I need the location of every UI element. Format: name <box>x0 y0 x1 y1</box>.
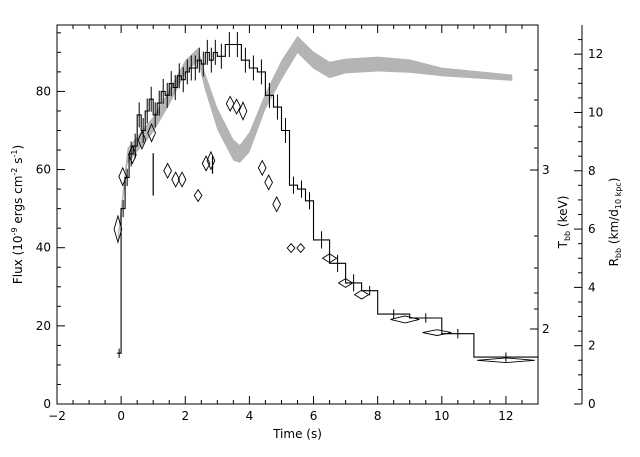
radius-point <box>137 130 147 151</box>
radius-point <box>353 289 370 300</box>
y-axis-title-temperature: Tbb (keV) <box>556 196 572 250</box>
y-axis-title-flux: Flux (10-9 ergs cm-2 s-1) <box>10 145 25 284</box>
x-tick-label: 12 <box>498 409 513 423</box>
radius-tick-label: 12 <box>588 47 603 61</box>
flux-label-exp2: -2 <box>10 168 19 176</box>
radius-tick-label: 10 <box>588 105 603 119</box>
flux-label-exp: -9 <box>10 227 19 235</box>
radius-label-sub: bb <box>614 248 623 258</box>
radius-point <box>171 171 181 188</box>
flux-label-main: Flux (10 <box>11 235 25 284</box>
flux-label-end: ) <box>11 145 25 150</box>
temperature-band <box>117 35 513 246</box>
radius-label-end: ) <box>607 178 621 183</box>
radius-point <box>163 162 172 180</box>
temp-tick-label: 3 <box>542 163 550 177</box>
radius-point <box>321 253 338 264</box>
radius-point <box>177 171 187 188</box>
flux-tick-label: 80 <box>36 84 51 98</box>
flux-label-mid: ergs cm <box>11 176 25 228</box>
radius-points-layer <box>113 95 535 364</box>
temp-label-end: (keV) <box>556 196 570 231</box>
flux-label-exp3: -1 <box>10 150 19 158</box>
radius-point <box>422 329 452 336</box>
radius-point <box>296 242 306 254</box>
x-tick-label: 2 <box>181 409 189 423</box>
radius-label-main: R <box>607 258 621 266</box>
flux-label-mid2: s <box>11 158 25 168</box>
radius-point <box>257 159 267 177</box>
radius-label-mid: (km/d <box>607 209 621 248</box>
temp-tick-label: 2 <box>542 322 550 336</box>
radius-point <box>118 166 128 187</box>
radius-point <box>147 123 156 143</box>
radius-point <box>193 188 203 203</box>
radius-point <box>113 214 123 244</box>
x-tick-label: 6 <box>310 409 318 423</box>
flux-step-line <box>117 43 538 358</box>
radius-point <box>272 196 282 213</box>
radius-tick-label: 6 <box>588 222 596 236</box>
y-axis-title-radius: Rbb (km/d10 kpc) <box>607 178 623 267</box>
temp-label-sub: bb <box>563 231 572 241</box>
radius-label-sub2: 10 kpc <box>614 182 623 209</box>
radius-point <box>232 98 241 115</box>
radius-tick-label: 4 <box>588 280 596 294</box>
flux-tick-label: 40 <box>36 241 51 255</box>
radius-point <box>201 155 211 172</box>
plot-frame <box>56 24 539 405</box>
x-tick-label: 4 <box>246 409 254 423</box>
flux-step-layer <box>117 32 538 362</box>
temperature-band-layer <box>117 35 513 246</box>
x-tick-label: 8 <box>374 409 382 423</box>
radius-point <box>286 242 296 254</box>
radius-tick-label: 2 <box>588 339 596 353</box>
radius-point <box>225 95 235 112</box>
radius-tick-label: 0 <box>588 397 596 411</box>
temp-label-main: T <box>556 240 570 249</box>
x-tick-label: −2 <box>48 409 66 423</box>
flux-tick-label: 20 <box>36 319 51 333</box>
radius-tick-label: 8 <box>588 164 596 178</box>
flux-tick-label: 0 <box>43 397 51 411</box>
radius-point <box>477 357 535 364</box>
radius-point <box>390 315 420 324</box>
x-tick-label: 0 <box>117 409 125 423</box>
radius-point <box>206 150 216 171</box>
flux-tick-label: 60 <box>36 163 51 177</box>
x-tick-label: 10 <box>434 409 449 423</box>
x-axis-title: Time (s) <box>272 427 322 441</box>
radius-point <box>264 174 273 191</box>
radius-point <box>238 101 248 121</box>
